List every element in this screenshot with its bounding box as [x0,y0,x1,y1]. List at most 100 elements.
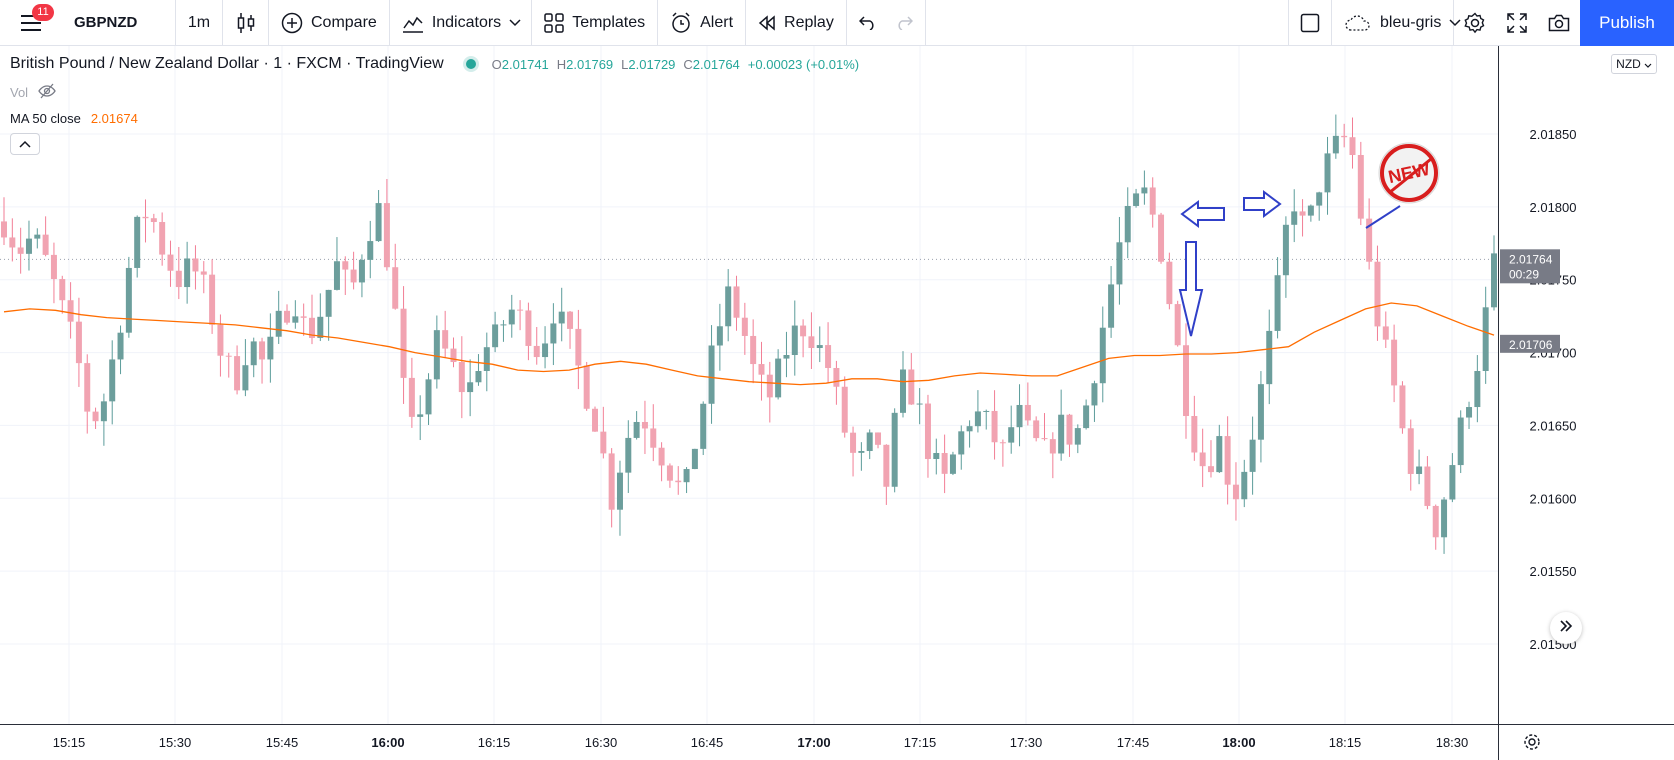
chart-canvas[interactable]: NEW 2.015002.015502.016002.016502.017002… [0,46,1674,760]
settings-button[interactable] [1454,0,1496,46]
candle-body [1332,135,1339,154]
candle-body [150,218,157,223]
candle-body [1282,224,1289,276]
left-arrow-drawing [1180,200,1225,228]
symbol-search-button[interactable]: GBPNZD [62,0,176,46]
eye-off-icon[interactable] [38,83,56,102]
candle [1316,191,1323,221]
candle [1191,395,1198,461]
alert-button[interactable]: Alert [658,0,747,46]
annotation-drawings: NEW [1178,142,1440,337]
candle [1,197,7,246]
market-status-dot[interactable] [465,59,476,69]
candle-body [234,356,241,391]
templates-button[interactable]: Templates [532,0,659,46]
candle-body [92,411,99,422]
candle-body [1008,427,1015,443]
candle [1374,245,1381,341]
snapshot-button[interactable] [1538,0,1580,46]
symbol-title[interactable]: British Pound / New Zealand Dollar · 1 ·… [10,55,444,72]
candle-body [683,469,690,483]
time-tick-label: 16:30 [585,735,618,750]
price-tick-label: 2.01550 [1530,564,1577,579]
candle [267,313,274,383]
indicators-dropdown[interactable] [505,0,533,46]
candle [209,259,216,334]
candle-body [974,411,981,427]
collapse-legend-button[interactable] [10,133,40,155]
layout-name-button[interactable]: bleu-gris [1332,0,1461,46]
candle [891,408,898,493]
candle-body [200,271,207,275]
candle [250,337,257,378]
replay-button[interactable]: Replay [746,0,847,46]
candle-body [1058,414,1065,454]
candle [1332,114,1339,159]
candle [1033,416,1040,442]
volume-legend-row[interactable]: Vol [10,83,867,101]
candle-body [1449,465,1456,500]
chart-area[interactable]: NEW 2.01500 2.01550 2.01600 2.01650 2.01700 2… [0,46,1674,760]
candle [1241,459,1248,508]
indicators-button[interactable]: Indicators [390,0,505,46]
candle-body [517,309,524,311]
candle-body [1366,218,1373,262]
candles-icon [237,12,255,34]
candle-body [383,203,390,268]
candle-body [666,465,673,481]
time-tick-label: 17:15 [904,735,937,750]
candle-body [1266,330,1273,385]
candle-body [1291,211,1298,225]
candle-body [142,216,149,219]
ma-legend-row[interactable]: MA 50 close 2.01674 [10,109,867,127]
candle [949,451,956,476]
candle [1457,410,1464,474]
scroll-to-realtime-button[interactable] [1550,612,1582,644]
time-tick-label: 15:15 [53,735,86,750]
candle-body [758,364,765,375]
chart-type-button[interactable] [223,0,269,46]
candle-body [175,270,182,288]
layout-name-label: bleu-gris [1380,13,1442,31]
candle [34,228,41,249]
interval-button[interactable]: 1m [176,0,223,46]
fullscreen-button[interactable] [1496,0,1538,46]
chevron-down-icon [509,18,521,27]
candle [225,352,232,378]
candle [750,319,757,384]
redo-button[interactable] [883,0,926,46]
open-key: O [491,56,502,72]
layout-button[interactable] [1288,0,1332,46]
candle [17,227,24,274]
undo-button[interactable] [847,0,883,46]
candle [1124,187,1131,259]
candle [941,434,948,494]
candle [983,409,990,430]
candle-body [949,454,956,474]
candle-body [633,421,640,438]
candle-body [125,267,132,333]
indicators-label: Indicators [431,13,502,31]
candle [725,269,732,342]
candle [875,432,882,449]
candle-body [592,408,599,432]
publish-button[interactable]: Publish [1580,0,1674,46]
price-tick-label: 2.01650 [1530,418,1577,433]
high-value: H2.01769 [557,57,613,72]
candle [916,388,923,425]
candle [517,300,524,331]
candle-body [250,341,257,366]
candle-body [542,343,549,358]
candle-body [467,382,474,393]
candle-body [775,358,782,398]
candle [533,326,540,365]
candle [142,199,149,243]
compare-button[interactable]: Compare [269,0,390,46]
currency-button[interactable]: NZD [1611,54,1657,74]
candle-body [741,317,748,336]
candle-body [358,259,365,283]
main-menu-button[interactable]: 11 [0,0,62,46]
candle [841,376,848,438]
candle-body [1216,436,1223,473]
